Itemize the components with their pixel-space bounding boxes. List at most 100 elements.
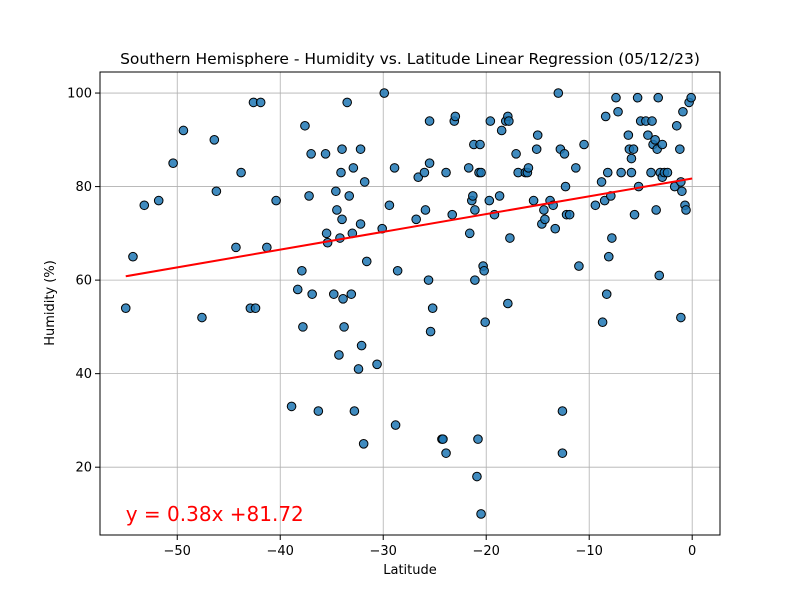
data-point [557,448,568,458]
data-point [650,135,660,145]
data-point [676,312,686,323]
data-point [560,181,571,192]
data-point [494,191,505,201]
data-point [468,191,478,201]
plot-frame [99,71,721,536]
data-point [120,303,131,313]
data-point [359,177,370,187]
data-point [528,195,539,206]
x-tick-label: −10 [575,544,602,559]
data-point [392,265,403,276]
regression-equation: y = 0.38x +81.72 [126,502,304,526]
data-point [653,92,664,103]
data-point [504,116,514,126]
data-point [424,158,435,168]
data-point [420,205,431,215]
data-point [250,303,261,313]
data-point [236,167,246,178]
data-point [331,186,341,197]
x-tick-label: −40 [267,544,294,559]
data-point [320,149,331,159]
data-point [632,92,643,103]
data-point [611,92,621,103]
data-point [484,195,495,206]
data-point [328,289,339,299]
data-point [463,163,474,173]
data-point [470,205,480,215]
data-point [628,144,639,154]
data-point [355,219,366,229]
data-point [476,509,486,519]
x-axis-label: Latitude [383,563,437,578]
regression-line-group [125,177,693,278]
data-point [550,223,561,234]
data-point [321,228,332,239]
data-point [681,205,691,215]
data-point [472,471,482,482]
grid-lines [100,72,720,535]
data-point [271,195,281,206]
data-point [626,153,637,164]
data-point [596,177,607,187]
y-axis-ticks: 20 40 60 80 100 [67,87,100,476]
data-point [473,434,483,444]
x-axis-ticks: −50 −40 −30 −20 −10 0 [164,535,696,559]
data-point [441,167,451,178]
data-point [602,167,613,178]
data-point [597,317,608,328]
data-point [262,242,272,253]
data-point [600,111,611,122]
data-point [623,130,634,140]
data-point [531,144,542,154]
data-point [626,167,637,178]
data-point [292,284,303,295]
data-point [677,186,687,197]
data-point [503,298,513,309]
data-point [332,205,342,215]
data-point [231,242,241,253]
data-point [579,139,589,150]
y-tick-label: 40 [75,367,92,382]
data-point [390,420,401,430]
data-point [424,116,435,126]
data-point [654,270,665,281]
data-point [209,135,220,145]
x-tick-label: −50 [164,544,191,559]
data-point [643,130,653,140]
data-point [178,125,189,136]
data-point [616,167,626,178]
data-point [539,205,549,215]
data-point [480,317,490,328]
data-point [336,167,346,178]
data-point [139,200,150,211]
data-point [306,149,316,159]
y-tick-label: 80 [75,180,92,195]
data-point [384,200,395,211]
data-point [255,97,266,108]
data-point [613,106,623,117]
data-point [342,97,352,108]
data-point [389,163,400,173]
data-point [153,195,164,206]
data-point [344,191,355,201]
y-tick-label: 100 [67,87,92,102]
data-point [361,256,372,267]
data-point [601,289,612,299]
data-point [553,88,564,98]
data-point [337,144,347,154]
data-point [475,139,485,150]
data-point [686,92,696,103]
data-point [540,214,550,225]
data-point [304,191,314,201]
data-point [651,205,661,215]
data-point [496,125,507,136]
y-tick-label: 60 [75,274,92,289]
data-point [438,434,448,444]
y-tick-label: 20 [75,461,92,476]
data-point [338,294,348,304]
data-point [657,139,668,150]
data-point [557,406,568,416]
x-tick-label: −20 [472,544,499,559]
